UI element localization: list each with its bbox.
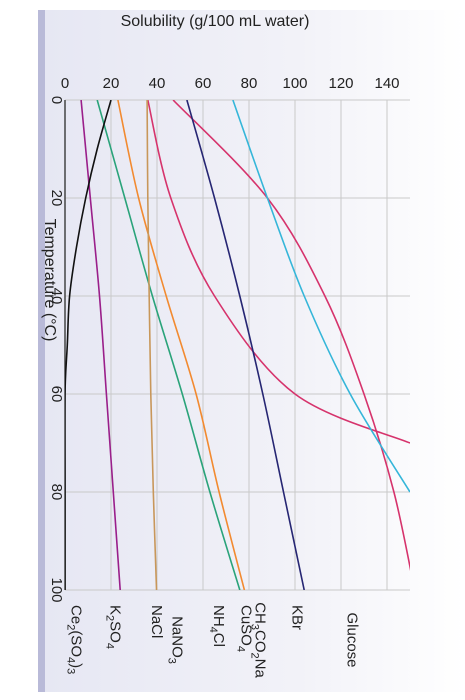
series-label: K2SO4 xyxy=(104,605,124,649)
series-line xyxy=(146,100,158,590)
series-line xyxy=(96,100,241,590)
y-tick-label: 40 xyxy=(149,75,166,92)
x-tick-label: 20 xyxy=(48,190,65,207)
series-label: CuSO4 xyxy=(235,605,255,652)
series-label: NaNO3 xyxy=(166,616,186,664)
x-tick-label: 0 xyxy=(48,96,65,104)
x-tick-label: 80 xyxy=(48,484,65,501)
y-tick-label: 100 xyxy=(282,75,307,92)
series-lines xyxy=(65,100,410,590)
y-axis-title: Solubility (g/100 mL water) xyxy=(121,13,310,30)
series-line xyxy=(172,100,410,590)
series-labels: Glucose CH3CO2Na NaNO3 KBr CuSO4 NH4Cl NaCl K2S… xyxy=(65,602,361,678)
series-line xyxy=(80,100,121,590)
y-tick-label: 60 xyxy=(195,75,212,92)
x-tick-label: 40 xyxy=(48,288,65,305)
y-tick-label: 20 xyxy=(103,75,120,92)
x-tick-label: 60 xyxy=(48,386,65,403)
x-axis-title: Temperature (°C) xyxy=(41,219,58,342)
series-line xyxy=(147,100,410,444)
y-tick-label: 120 xyxy=(328,75,353,92)
x-tick-labels: 0 20 40 60 80 100 xyxy=(48,96,65,603)
series-label: KBr xyxy=(288,605,305,630)
series-label: Ce2(SO4)3 xyxy=(65,605,85,674)
series-label: NaCl xyxy=(148,605,165,638)
series-label: Glucose xyxy=(344,612,361,667)
series-line xyxy=(232,100,410,493)
grid-lines xyxy=(64,99,410,591)
series-line xyxy=(65,100,112,590)
series-line xyxy=(186,100,305,590)
series-line xyxy=(117,100,246,590)
chart-panel xyxy=(38,10,465,692)
y-tick-label: 0 xyxy=(61,75,69,92)
series-label: NH4Cl xyxy=(207,605,227,647)
x-tick-label: 100 xyxy=(48,577,65,602)
y-tick-label: 140 xyxy=(374,75,399,92)
y-tick-label: 80 xyxy=(241,75,258,92)
y-tick-labels: 0 20 40 60 80 100 120 140 xyxy=(61,75,400,92)
series-label: CH3CO2Na xyxy=(249,602,269,678)
